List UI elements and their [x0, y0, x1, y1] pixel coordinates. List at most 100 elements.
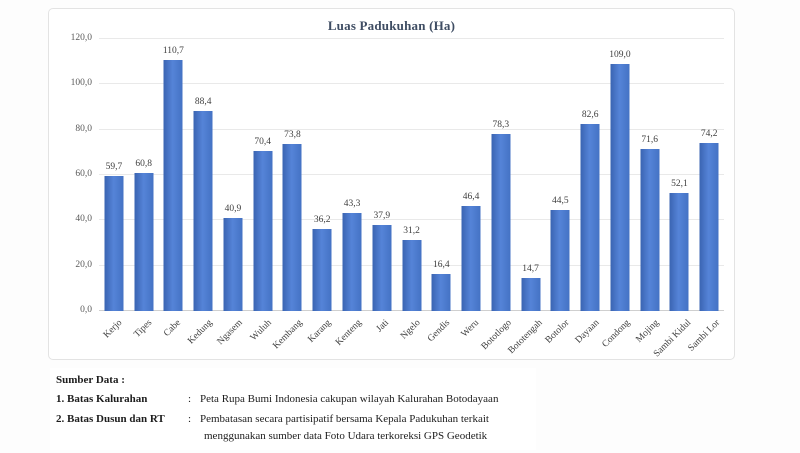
bar-kerjo [104, 175, 124, 311]
bar-value-label: 60,8 [135, 159, 152, 170]
source-note-label: 2. Batas Dusun dan RT [56, 413, 165, 425]
bar-slot-sambi-lor: 74,2 [694, 39, 724, 311]
bar-value-label: 71,6 [641, 134, 658, 145]
bar-mojing [640, 148, 660, 311]
bar-value-label: 82,6 [581, 109, 599, 120]
x-axis-label-jati: Jati [374, 318, 391, 335]
bar-slot-karang: 36,2 [307, 39, 337, 311]
x-axis-label-weru: Weru [459, 318, 482, 340]
bar-bototlogo [491, 133, 511, 311]
source-note-text: Peta Rupa Bumi Indonesia cakupan wilayah… [200, 393, 499, 405]
bar-value-label: 74,2 [700, 128, 718, 139]
x-axis-label-gendis: Gendis [426, 318, 453, 345]
bar-value-label: 43,3 [343, 198, 361, 209]
x-axis-label-kembang: Kembang [271, 318, 306, 352]
bar-slot-ngelo: 31,2 [397, 39, 427, 311]
gridline: 100,0 [71, 78, 724, 88]
bar-value-label: 40,9 [224, 204, 242, 215]
source-note-item: 1. Batas Kalurahan : Peta Rupa Bumi Indo… [50, 388, 536, 408]
x-axis-label-ngelo: Ngelo [398, 318, 423, 342]
x-axis-label-kerjo: Kerjo [101, 318, 125, 341]
bar-slot-tipes: 60,8 [129, 39, 159, 311]
bar-jati [372, 225, 392, 311]
bar-slot-botolor: 44,5 [545, 39, 575, 311]
bar-slot-kedung: 88,4 [188, 39, 218, 311]
bar-condong [610, 63, 630, 311]
bar-weru [461, 205, 481, 311]
bar-slot-kerjo: 59,7 [99, 39, 129, 311]
bar-value-label: 59,7 [105, 161, 123, 172]
source-note-item: 2. Batas Dusun dan RT : Pembatasan secar… [50, 408, 536, 445]
bar-value-label: 16,4 [432, 259, 450, 270]
bar-bototengah [521, 277, 541, 311]
source-notes: Sumber Data : 1. Batas Kalurahan : Peta … [50, 368, 536, 450]
bar-sambi-kidul [669, 192, 689, 311]
x-axis-label-cabe: Cabe [162, 318, 184, 339]
bar-slot-gendis: 16,4 [426, 39, 456, 311]
x-axis-label-mojing: Mojing [634, 318, 661, 345]
bar-kenteng [342, 212, 362, 311]
bar-value-label: 70,4 [254, 137, 272, 148]
gridline: 40,0 [75, 214, 724, 224]
bar-slot-bototlogo: 78,3 [486, 39, 516, 311]
bar-value-label: 52,1 [671, 178, 688, 189]
bar-karang [312, 228, 332, 311]
bar-slot-wuluh: 70,4 [248, 39, 278, 311]
source-notes-heading: Sumber Data : [56, 374, 125, 386]
bar-slot-cabe: 110,7 [159, 39, 189, 311]
bar-dayaan [580, 123, 600, 311]
bar-value-label: 14,7 [522, 263, 539, 274]
bar-value-label: 88,4 [194, 96, 212, 107]
bar-slot-kenteng: 43,3 [337, 39, 367, 311]
plot-area: 0,0 20,0 40,0 60,0 80,0 100,0 120,0 59,7 60,8 11… [71, 33, 724, 315]
bar-slot-sambi-kidul: 52,1 [665, 39, 695, 311]
x-axis-label-karang: Karang [306, 318, 334, 345]
bar-value-label: 36,2 [313, 214, 331, 225]
gridline: 60,0 [75, 169, 724, 179]
bar-kembang [282, 143, 302, 311]
source-note-text-line2: menggunakan sumber data Foto Udara terko… [204, 430, 488, 442]
bar-ngasem [223, 218, 243, 311]
bar-value-label: 110,7 [162, 46, 184, 57]
source-note-label: 1. Batas Kalurahan [56, 393, 148, 405]
bar-gendis [431, 273, 451, 311]
bar-value-label: 73,8 [284, 129, 301, 140]
bar-value-label: 46,4 [462, 191, 480, 202]
bar-ngelo [402, 240, 422, 311]
x-axis-label-condong: Condong [600, 318, 633, 350]
bar-series: 59,7 60,8 110,7 88,4 40,9 70,4 73,8 36,2 43,3 37,… [99, 39, 724, 311]
bar-cabe [163, 60, 183, 311]
bar-slot-jati: 37,9 [367, 39, 397, 311]
x-axis-label-kedung: Kedung [186, 318, 215, 347]
bar-slot-condong: 109,0 [605, 39, 635, 311]
source-note-text: Pembatasan secara partisipatif bersama K… [200, 411, 536, 445]
y-axis-tick-label: 20,0 [75, 259, 92, 270]
source-note-separator: : [188, 413, 192, 425]
x-axis-label-dayaan: Dayaan [573, 318, 602, 346]
x-axis-label-botolor: Botolor [544, 318, 572, 346]
x-axis-labels: Kerjo Tipes Cabe Kedung Ngasem Wuluh Kembang Ka… [99, 311, 724, 359]
x-axis-label-tipes: Tipes [132, 318, 154, 340]
bar-slot-mojing: 71,6 [635, 39, 665, 311]
x-axis-label-wuluh: Wuluh [248, 318, 274, 344]
y-axis-tick-label: 80,0 [75, 123, 92, 134]
y-axis-tick-label: 40,0 [75, 214, 92, 225]
gridline: 120,0 [71, 33, 724, 43]
source-note-text-line1: Pembatasan secara partisipatif bersama K… [200, 413, 489, 425]
x-axis-label-ngasem: Ngasem [215, 318, 245, 348]
y-axis-tick-label: 120,0 [70, 33, 92, 43]
bar-slot-dayaan: 82,6 [575, 39, 605, 311]
y-axis-tick-label: 100,0 [70, 78, 92, 89]
bar-wuluh [253, 151, 273, 311]
bar-value-label: 31,2 [403, 226, 420, 237]
y-axis-tick-label: 0,0 [80, 305, 92, 315]
bar-value-label: 37,9 [373, 211, 391, 222]
bar-slot-kembang: 73,8 [278, 39, 308, 311]
bar-sambi-lor [699, 142, 719, 311]
bar-value-label: 44,5 [552, 196, 569, 207]
bar-value-label: 109,0 [609, 49, 631, 60]
bar-chart-card: Luas Padukuhan (Ha) 0,0 20,0 40,0 60,0 80,0 1… [48, 8, 735, 360]
bar-value-label: 78,3 [492, 119, 510, 130]
gridline: 80,0 [75, 124, 724, 134]
bar-kedung [193, 110, 213, 311]
